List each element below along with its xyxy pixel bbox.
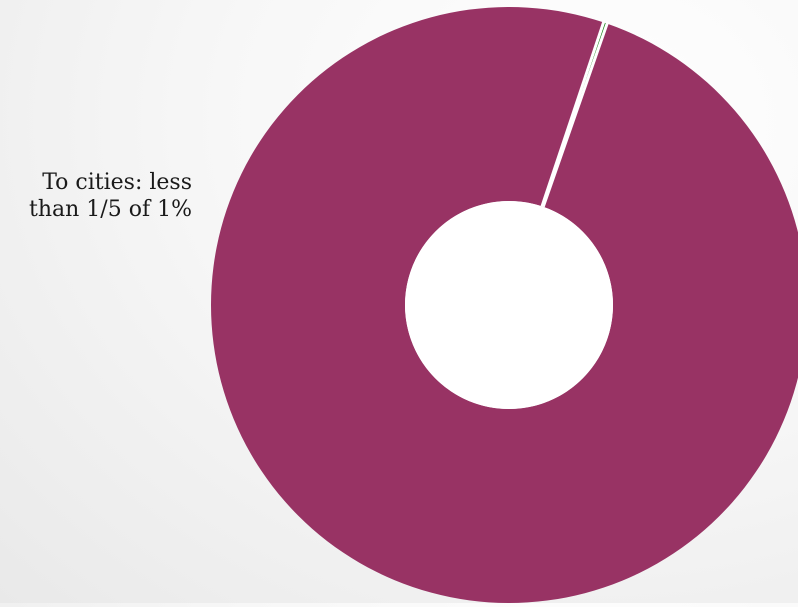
slice-label-line-1: To cities: less (42, 170, 192, 195)
slice-label-line-2: than 1/5 of 1% (29, 196, 192, 222)
slice-label-to-cities: To cities: less than 1/5 of 1% (0, 170, 192, 224)
slice-separator (540, 20, 606, 207)
donut-hole (405, 201, 613, 409)
slice-remainder (211, 7, 798, 603)
slice-separator (541, 21, 610, 208)
